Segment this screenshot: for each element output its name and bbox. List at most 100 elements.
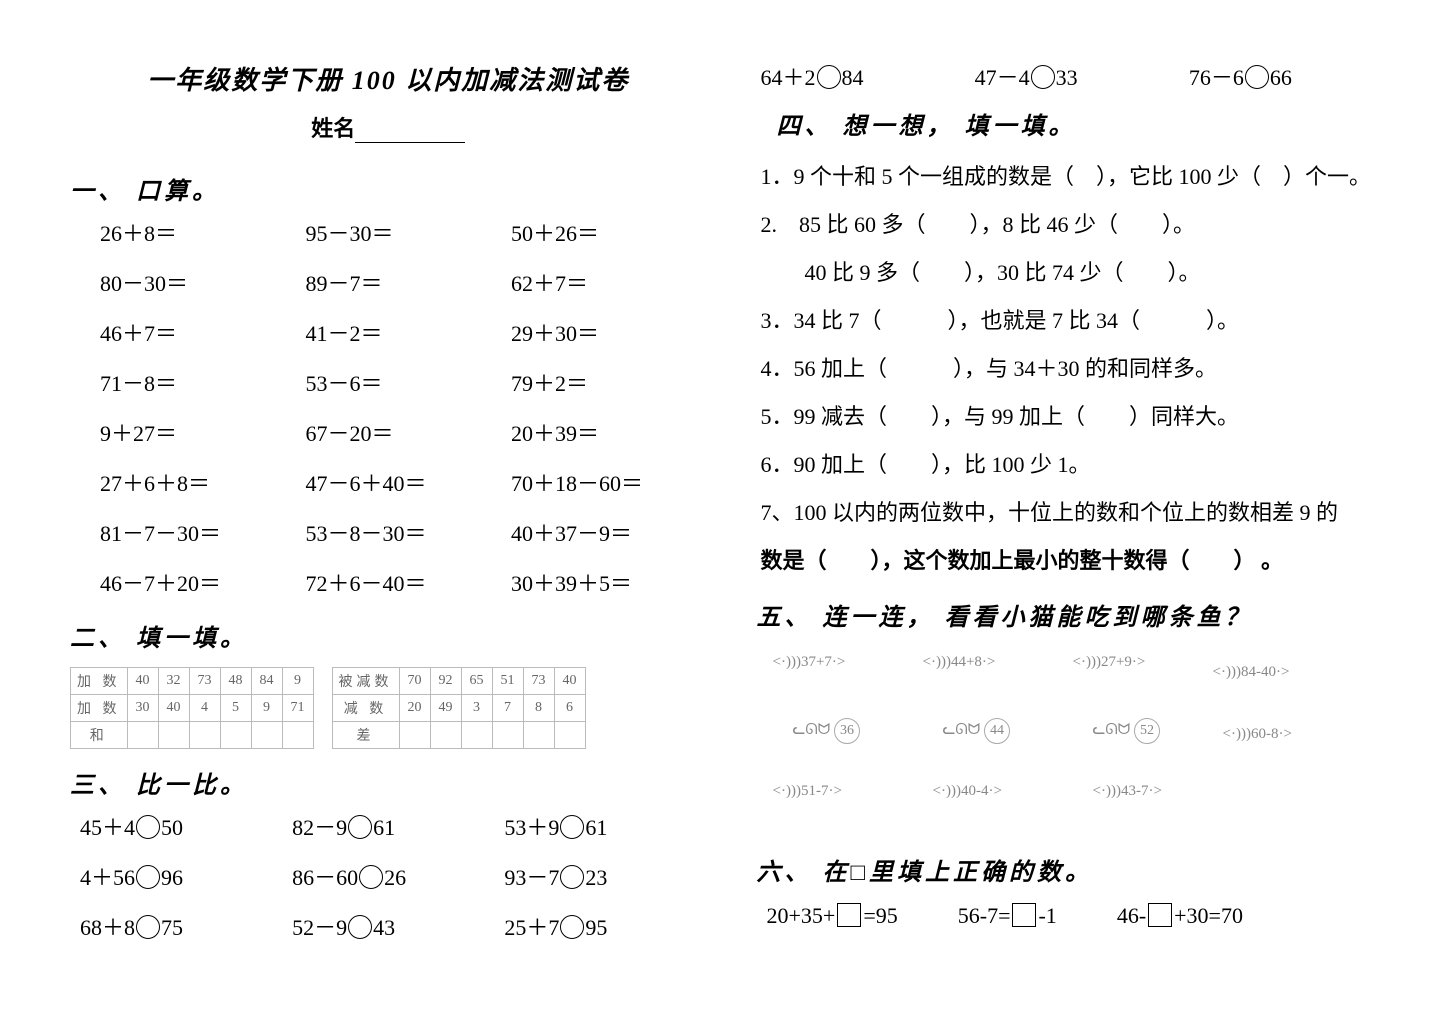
cmp: 47－433 — [975, 60, 1179, 92]
cell: 73 — [189, 668, 220, 695]
fish-icon: <·)))40-4·> — [933, 783, 1002, 800]
cmp-r: 26 — [384, 865, 406, 890]
square-icon — [1148, 903, 1172, 927]
fish-label: 27+9 — [1101, 654, 1132, 670]
circle-icon — [1031, 65, 1055, 89]
mental-math-grid: 26＋8＝ 95－30＝ 50＋26＝ 80－30＝ 89－7＝ 62＋7＝ 4… — [70, 216, 707, 598]
circle-icon — [560, 915, 584, 939]
cmp: 45＋450 — [80, 810, 282, 842]
tables-row: 加 数 40 32 73 48 84 9 加 数 30 40 4 5 9 71 … — [70, 667, 707, 749]
cmp-l: 4＋56 — [80, 865, 135, 890]
fish-label: 84-40 — [1241, 664, 1276, 680]
square-icon — [837, 903, 861, 927]
cmp-l: 45＋4 — [80, 815, 135, 840]
cmp-l: 64＋2 — [761, 65, 816, 90]
right-column: 64＋284 47－433 76－666 四、 想一想， 填一填。 1．9 个十… — [737, 60, 1394, 971]
cmp-l: 52－9 — [292, 915, 347, 940]
fish-icon: <·)))51-7·> — [773, 783, 842, 800]
fish-label: 60-8 — [1251, 726, 1279, 742]
cell: 加 数 — [71, 695, 128, 722]
eq-part: +30=70 — [1174, 903, 1243, 928]
eq: 56-7= -1 — [958, 903, 1057, 929]
mc: 20＋39＝ — [511, 416, 707, 448]
cmp-r: 23 — [585, 865, 607, 890]
circle-icon — [1245, 65, 1269, 89]
mc: 72＋6－40＝ — [306, 566, 502, 598]
cmp-l: 47－4 — [975, 65, 1030, 90]
left-column: 一年级数学下册 100 以内加减法测试卷 姓名 一、 口算。 26＋8＝ 95－… — [70, 60, 737, 971]
mc: 46＋7＝ — [100, 316, 296, 348]
circle-icon — [359, 865, 383, 889]
page-title: 一年级数学下册 100 以内加减法测试卷 — [70, 60, 707, 97]
cell: 5 — [220, 695, 251, 722]
fill-q2b: 40 比 9 多（ ），30 比 74 少（ ）。 — [761, 251, 1394, 295]
mc: 79＋2＝ — [511, 366, 707, 398]
cell: 和 — [71, 722, 128, 749]
square-icon — [1012, 903, 1036, 927]
cell: 49 — [430, 695, 461, 722]
mc: 81－7－30＝ — [100, 516, 296, 548]
cell — [554, 722, 585, 749]
cell: 3 — [461, 695, 492, 722]
section-1-heading: 一、 口算。 — [70, 171, 707, 206]
eq-part: -1 — [1038, 903, 1056, 928]
fill-q7a: 7、100 以内的两位数中，十位上的数和个位上的数相差 9 的 — [761, 491, 1394, 535]
fish-icon: <·)))60-8·> — [1223, 726, 1292, 743]
mc: 95－30＝ — [306, 216, 502, 248]
mc: 9＋27＝ — [100, 416, 296, 448]
circle-icon — [348, 815, 372, 839]
cell — [158, 722, 189, 749]
fill-in-list: 1．9 个十和 5 个一组成的数是（ ），它比 100 少（ ）个一。 2. 8… — [757, 155, 1394, 587]
cell — [127, 722, 158, 749]
cell: 8 — [523, 695, 554, 722]
cell — [523, 722, 554, 749]
cell: 92 — [430, 668, 461, 695]
compare-grid-top: 64＋284 47－433 76－666 — [757, 60, 1394, 92]
mc: 27＋6＋8＝ — [100, 466, 296, 498]
eq-part: 56-7= — [958, 903, 1011, 928]
cell — [430, 722, 461, 749]
cmp: 82－961 — [292, 810, 494, 842]
cmp-r: 43 — [373, 915, 395, 940]
section-2-heading: 二、 填一填。 — [70, 618, 707, 653]
cell: 4 — [189, 695, 220, 722]
fill-q2: 2. 85 比 60 多（ ），8 比 46 少（ ）。 — [761, 203, 1394, 247]
mc: 89－7＝ — [306, 266, 502, 298]
circle-icon — [560, 865, 584, 889]
cell — [282, 722, 313, 749]
fish-icon: <·)))44+8·> — [923, 654, 996, 671]
cell: 加 数 — [71, 668, 128, 695]
fill-q5: 5．99 减去（ ），与 99 加上（ ）同样大。 — [761, 395, 1394, 439]
cell: 40 — [554, 668, 585, 695]
fish-label: 40-4 — [961, 783, 989, 799]
cmp: 68＋875 — [80, 910, 282, 942]
cmp: 4＋56 96 — [80, 860, 282, 892]
circle-icon — [348, 915, 372, 939]
fish-label: 37+7 — [801, 654, 832, 670]
circle-icon — [136, 865, 160, 889]
mc: 62＋7＝ — [511, 266, 707, 298]
cell: 32 — [158, 668, 189, 695]
cmp-l: 86－60 — [292, 865, 358, 890]
cmp-r: 61 — [585, 815, 607, 840]
eq-part: 20+35+ — [767, 903, 836, 928]
circle-icon — [136, 915, 160, 939]
fish-icon: <·)))84-40·> — [1213, 664, 1290, 681]
fill-q4: 4．56 加上（ ），与 34＋30 的和同样多。 — [761, 347, 1394, 391]
cell: 40 — [158, 695, 189, 722]
fill-q6: 6．90 加上（ ），比 100 少 1。 — [761, 443, 1394, 487]
cell — [220, 722, 251, 749]
cmp: 86－60 26 — [292, 860, 494, 892]
section-4-heading: 四、 想一想， 填一填。 — [777, 106, 1394, 141]
cell: 9 — [251, 695, 282, 722]
fish-label: 51-7 — [801, 783, 829, 799]
section-6-heading: 六、 在□里填上正确的数。 — [757, 852, 1394, 887]
cell: 6 — [554, 695, 585, 722]
name-line: 姓名 — [70, 111, 707, 143]
fish-label: 43-7 — [1121, 783, 1149, 799]
cell — [251, 722, 282, 749]
cat-icon: ᓚᘏᗢ 36 — [793, 718, 860, 744]
cmp-r: 96 — [161, 865, 183, 890]
subtraction-table: 被减数 70 92 65 51 73 40 减 数 20 49 3 7 8 6 … — [332, 667, 586, 749]
mc: 40＋37－9＝ — [511, 516, 707, 548]
